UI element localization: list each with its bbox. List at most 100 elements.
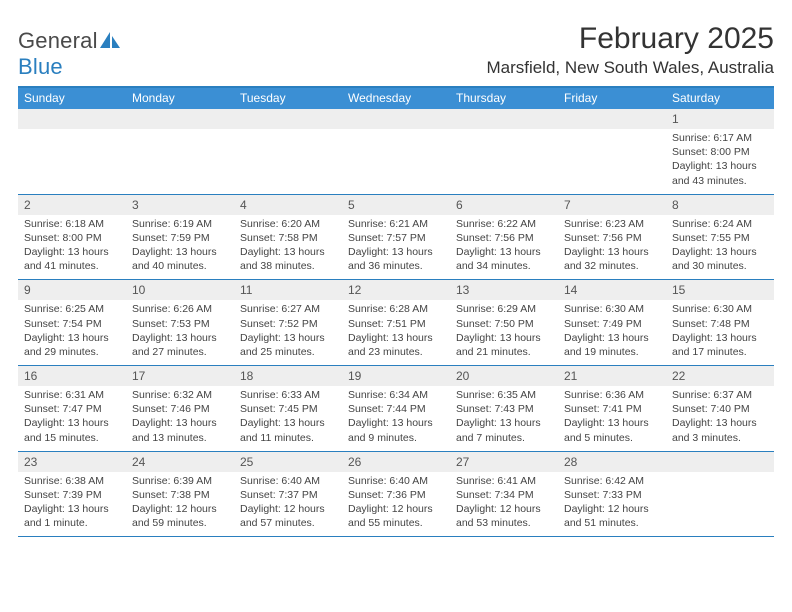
daylight-text: Daylight: 13 hours and 17 minutes. — [672, 331, 768, 359]
day-number: 8 — [666, 195, 774, 215]
day-cell: 1Sunrise: 6:17 AMSunset: 8:00 PMDaylight… — [666, 109, 774, 194]
sunrise-text: Sunrise: 6:37 AM — [672, 388, 768, 402]
day-number: 20 — [450, 366, 558, 386]
sunset-text: Sunset: 7:54 PM — [24, 317, 120, 331]
day-cell: 27Sunrise: 6:41 AMSunset: 7:34 PMDayligh… — [450, 452, 558, 537]
day-cell: 26Sunrise: 6:40 AMSunset: 7:36 PMDayligh… — [342, 452, 450, 537]
day-cell — [666, 452, 774, 537]
daylight-text: Daylight: 13 hours and 27 minutes. — [132, 331, 228, 359]
day-cell: 6Sunrise: 6:22 AMSunset: 7:56 PMDaylight… — [450, 195, 558, 280]
day-cell: 5Sunrise: 6:21 AMSunset: 7:57 PMDaylight… — [342, 195, 450, 280]
sunrise-text: Sunrise: 6:27 AM — [240, 302, 336, 316]
sunrise-text: Sunrise: 6:35 AM — [456, 388, 552, 402]
day-number: 24 — [126, 452, 234, 472]
daylight-text: Daylight: 13 hours and 9 minutes. — [348, 416, 444, 444]
day-cell: 9Sunrise: 6:25 AMSunset: 7:54 PMDaylight… — [18, 280, 126, 365]
day-number: 10 — [126, 280, 234, 300]
day-info: Sunrise: 6:31 AMSunset: 7:47 PMDaylight:… — [18, 388, 126, 445]
day-cell: 20Sunrise: 6:35 AMSunset: 7:43 PMDayligh… — [450, 366, 558, 451]
sunrise-text: Sunrise: 6:20 AM — [240, 217, 336, 231]
day-number — [18, 109, 126, 129]
dow-sunday: Sunday — [18, 88, 126, 109]
daylight-text: Daylight: 13 hours and 36 minutes. — [348, 245, 444, 273]
sunset-text: Sunset: 7:38 PM — [132, 488, 228, 502]
day-number — [126, 109, 234, 129]
sunset-text: Sunset: 7:49 PM — [564, 317, 660, 331]
day-cell — [18, 109, 126, 194]
day-number: 27 — [450, 452, 558, 472]
day-info: Sunrise: 6:22 AMSunset: 7:56 PMDaylight:… — [450, 217, 558, 274]
day-info: Sunrise: 6:35 AMSunset: 7:43 PMDaylight:… — [450, 388, 558, 445]
daylight-text: Daylight: 13 hours and 29 minutes. — [24, 331, 120, 359]
sunrise-text: Sunrise: 6:22 AM — [456, 217, 552, 231]
day-cell — [342, 109, 450, 194]
sunrise-text: Sunrise: 6:36 AM — [564, 388, 660, 402]
dow-friday: Friday — [558, 88, 666, 109]
day-number: 4 — [234, 195, 342, 215]
sunrise-text: Sunrise: 6:26 AM — [132, 302, 228, 316]
sunset-text: Sunset: 7:58 PM — [240, 231, 336, 245]
sunset-text: Sunset: 7:50 PM — [456, 317, 552, 331]
sunrise-text: Sunrise: 6:29 AM — [456, 302, 552, 316]
day-info: Sunrise: 6:38 AMSunset: 7:39 PMDaylight:… — [18, 474, 126, 531]
day-number: 6 — [450, 195, 558, 215]
sunset-text: Sunset: 7:36 PM — [348, 488, 444, 502]
day-info: Sunrise: 6:36 AMSunset: 7:41 PMDaylight:… — [558, 388, 666, 445]
sunrise-text: Sunrise: 6:19 AM — [132, 217, 228, 231]
day-number: 5 — [342, 195, 450, 215]
week-row: 1Sunrise: 6:17 AMSunset: 8:00 PMDaylight… — [18, 109, 774, 195]
day-number: 16 — [18, 366, 126, 386]
day-cell: 15Sunrise: 6:30 AMSunset: 7:48 PMDayligh… — [666, 280, 774, 365]
day-number: 1 — [666, 109, 774, 129]
day-cell: 7Sunrise: 6:23 AMSunset: 7:56 PMDaylight… — [558, 195, 666, 280]
daylight-text: Daylight: 13 hours and 19 minutes. — [564, 331, 660, 359]
day-number: 26 — [342, 452, 450, 472]
day-info: Sunrise: 6:34 AMSunset: 7:44 PMDaylight:… — [342, 388, 450, 445]
day-info: Sunrise: 6:40 AMSunset: 7:36 PMDaylight:… — [342, 474, 450, 531]
day-info: Sunrise: 6:30 AMSunset: 7:49 PMDaylight:… — [558, 302, 666, 359]
location-subtitle: Marsfield, New South Wales, Australia — [486, 58, 774, 78]
day-cell — [234, 109, 342, 194]
dow-thursday: Thursday — [450, 88, 558, 109]
sunset-text: Sunset: 8:00 PM — [24, 231, 120, 245]
day-cell: 3Sunrise: 6:19 AMSunset: 7:59 PMDaylight… — [126, 195, 234, 280]
sunset-text: Sunset: 7:43 PM — [456, 402, 552, 416]
sunrise-text: Sunrise: 6:24 AM — [672, 217, 768, 231]
sunrise-text: Sunrise: 6:30 AM — [564, 302, 660, 316]
day-number: 21 — [558, 366, 666, 386]
day-info: Sunrise: 6:30 AMSunset: 7:48 PMDaylight:… — [666, 302, 774, 359]
daylight-text: Daylight: 13 hours and 25 minutes. — [240, 331, 336, 359]
day-info: Sunrise: 6:28 AMSunset: 7:51 PMDaylight:… — [342, 302, 450, 359]
daylight-text: Daylight: 12 hours and 55 minutes. — [348, 502, 444, 530]
day-number: 15 — [666, 280, 774, 300]
day-cell: 19Sunrise: 6:34 AMSunset: 7:44 PMDayligh… — [342, 366, 450, 451]
sunrise-text: Sunrise: 6:39 AM — [132, 474, 228, 488]
day-cell: 17Sunrise: 6:32 AMSunset: 7:46 PMDayligh… — [126, 366, 234, 451]
sunset-text: Sunset: 7:39 PM — [24, 488, 120, 502]
day-cell: 16Sunrise: 6:31 AMSunset: 7:47 PMDayligh… — [18, 366, 126, 451]
sunrise-text: Sunrise: 6:42 AM — [564, 474, 660, 488]
day-number — [342, 109, 450, 129]
sunset-text: Sunset: 7:53 PM — [132, 317, 228, 331]
day-cell — [558, 109, 666, 194]
day-cell: 18Sunrise: 6:33 AMSunset: 7:45 PMDayligh… — [234, 366, 342, 451]
day-info: Sunrise: 6:42 AMSunset: 7:33 PMDaylight:… — [558, 474, 666, 531]
day-number: 19 — [342, 366, 450, 386]
logo-sail-icon — [99, 31, 121, 49]
title-block: February 2025 Marsfield, New South Wales… — [486, 22, 774, 78]
day-info: Sunrise: 6:37 AMSunset: 7:40 PMDaylight:… — [666, 388, 774, 445]
sunrise-text: Sunrise: 6:41 AM — [456, 474, 552, 488]
day-info: Sunrise: 6:33 AMSunset: 7:45 PMDaylight:… — [234, 388, 342, 445]
day-number: 9 — [18, 280, 126, 300]
daylight-text: Daylight: 13 hours and 13 minutes. — [132, 416, 228, 444]
day-number: 2 — [18, 195, 126, 215]
day-info: Sunrise: 6:19 AMSunset: 7:59 PMDaylight:… — [126, 217, 234, 274]
day-info: Sunrise: 6:32 AMSunset: 7:46 PMDaylight:… — [126, 388, 234, 445]
sunrise-text: Sunrise: 6:17 AM — [672, 131, 768, 145]
daylight-text: Daylight: 13 hours and 5 minutes. — [564, 416, 660, 444]
day-info: Sunrise: 6:29 AMSunset: 7:50 PMDaylight:… — [450, 302, 558, 359]
logo-text-left: General — [18, 28, 98, 53]
day-number — [450, 109, 558, 129]
logo-text-right: Blue — [18, 54, 63, 79]
day-cell: 11Sunrise: 6:27 AMSunset: 7:52 PMDayligh… — [234, 280, 342, 365]
